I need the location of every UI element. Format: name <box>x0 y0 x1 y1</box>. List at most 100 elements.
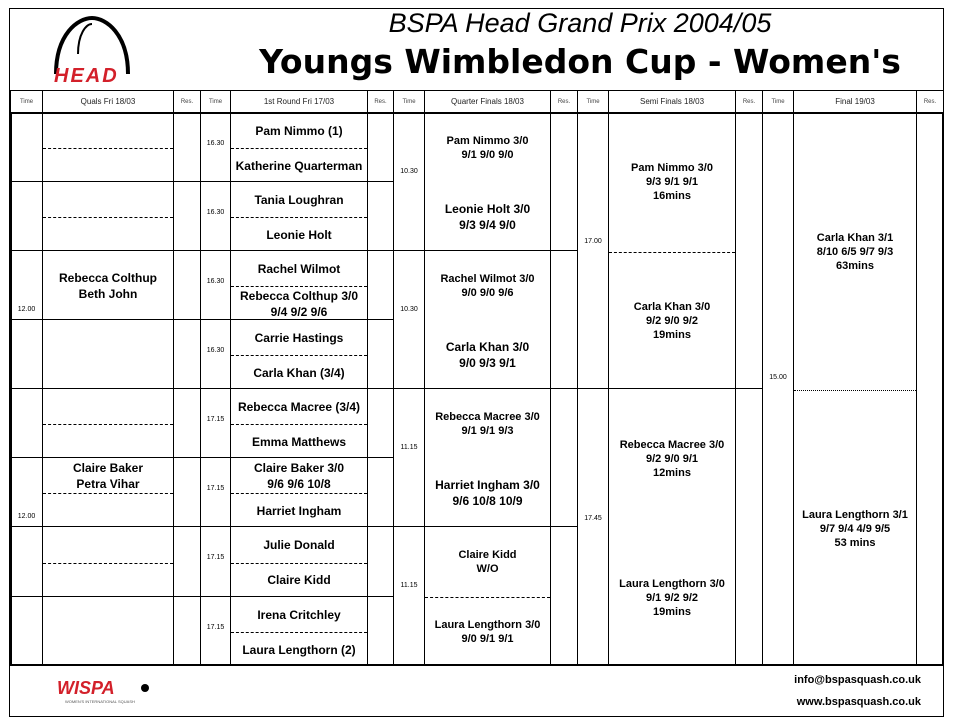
player-entry: Irena Critchley <box>231 597 367 632</box>
player-entry: Rachel Wilmot 3/0 9/0 9/0 9/6 <box>425 251 550 321</box>
match-time: 16.30 <box>206 139 225 147</box>
player-entry <box>43 182 173 217</box>
time-cell <box>10 319 43 389</box>
player-entry <box>43 148 173 183</box>
match-cell: Rachel Wilmot 3/0 9/0 9/0 9/6 Carla Khan 3… <box>424 250 551 389</box>
entry-line: 9/3 9/1 9/1 <box>646 176 698 189</box>
event-title: Youngs Wimbledon Cup - Women's <box>259 42 901 81</box>
column-header: Time <box>200 90 231 113</box>
entry-line: 9/6 9/6 10/8 <box>267 476 331 491</box>
entry-line: Claire Baker 3/0 <box>253 460 345 475</box>
player-entry: Julie Donald <box>231 527 367 563</box>
tournament-title: BSPA Head Grand Prix 2004/05 <box>388 8 772 38</box>
time-cell <box>10 181 43 251</box>
entry-line: Katherine Quarterman <box>235 158 363 173</box>
player-entry: Carla Khan 3/0 9/2 9/0 9/2 19mins <box>609 252 735 391</box>
match-time: 10.30 <box>400 167 418 175</box>
match-time: 17.00 <box>584 238 602 246</box>
result-cell <box>735 388 763 666</box>
player-entry <box>43 493 173 528</box>
time-cell: 16.30 <box>200 319 231 389</box>
match-time: 12.00 <box>17 305 36 313</box>
match-cell: Carla Khan 3/1 8/10 6/5 9/7 9/3 63mins Laur… <box>793 112 917 666</box>
match-time: 17.15 <box>206 484 225 492</box>
match-time: 16.30 <box>206 346 225 354</box>
time-cell: 11.15 <box>393 526 425 666</box>
time-cell: 17.45 <box>577 388 609 666</box>
result-cell <box>550 250 578 389</box>
result-cell <box>173 112 201 182</box>
footer-website[interactable]: www.bspasquash.co.uk <box>796 696 921 708</box>
player-entry: Pam Nimmo 3/0 9/3 9/1 9/1 16mins <box>609 113 735 252</box>
entry-line: Carla Khan 3/1 <box>816 231 894 244</box>
result-cell <box>173 181 201 251</box>
player-entry: Leonie Holt <box>231 217 367 252</box>
time-cell: 12.00 <box>10 250 43 320</box>
column-header: Res. <box>173 90 201 113</box>
match-cell: Pam Nimmo (1) Katherine Quarterman <box>230 112 368 182</box>
entry-line: 9/7 9/4 4/9 9/5 <box>819 522 891 535</box>
match-cell: Pam Nimmo 3/0 9/1 9/0 9/0 Leonie Holt 3/0 9… <box>424 112 551 251</box>
match-cell <box>42 112 174 182</box>
time-cell: 17.15 <box>200 388 231 458</box>
match-cell: Julie Donald Claire Kidd <box>230 526 368 597</box>
time-cell <box>10 596 43 666</box>
svg-text:WISPA: WISPA <box>57 678 115 698</box>
result-cell <box>367 112 394 182</box>
time-cell: 10.30 <box>393 112 425 251</box>
player-entry: Carla Khan 3/0 9/0 9/3 9/1 <box>425 321 550 391</box>
time-cell: 16.30 <box>200 181 231 251</box>
match-time: 12.00 <box>17 512 36 520</box>
entry-line: Rachel Wilmot <box>257 261 341 276</box>
head-logo: HEAD <box>48 14 173 87</box>
entry-line: Pam Nimmo 3/0 <box>631 162 713 175</box>
player-entry: Harriet Ingham <box>231 493 367 528</box>
match-time: 16.30 <box>206 208 225 216</box>
match-cell <box>42 181 174 251</box>
match-cell: Rebecca Macree 3/0 9/1 9/1 9/3 Harriet Ing… <box>424 388 551 527</box>
svg-text:WOMEN'S INTERNATIONAL SQUASH: WOMEN'S INTERNATIONAL SQUASH <box>65 699 135 704</box>
entry-line: 9/2 9/0 9/1 <box>646 452 698 465</box>
player-entry: Emma Matthews <box>231 424 367 459</box>
column-header: Quals Fri 18/03 <box>42 90 174 113</box>
player-entry <box>43 597 173 667</box>
player-entry: Pam Nimmo 3/0 9/1 9/0 9/0 <box>425 113 550 183</box>
time-cell: 17.15 <box>200 457 231 527</box>
player-entry: Carla Khan 3/1 8/10 6/5 9/7 9/3 63mins <box>794 113 916 390</box>
result-cell <box>367 181 394 251</box>
result-cell <box>173 250 201 320</box>
player-entry: Laura Lengthorn 3/0 9/1 9/2 9/2 19mins <box>609 528 735 667</box>
result-cell <box>173 457 201 527</box>
entry-line: Harriet Ingham 3/0 <box>435 478 540 493</box>
match-time: 17.45 <box>584 514 602 522</box>
slot-divider <box>231 632 367 633</box>
entry-line: Rebecca Colthup <box>58 271 157 285</box>
column-header: Time <box>762 90 794 113</box>
time-cell: 16.30 <box>200 112 231 182</box>
match-time: 16.30 <box>206 277 225 285</box>
match-cell: Claire Kidd W/O Laura Lengthorn 3/0 9/0 9/1… <box>424 526 551 666</box>
match-cell <box>42 319 174 389</box>
footer-email[interactable]: info@bspasquash.co.uk <box>794 674 921 686</box>
entry-line: Carla Khan (3/4) <box>253 365 345 380</box>
entry-line: 9/0 9/0 9/6 <box>461 286 514 299</box>
player-entry: Rebecca Macree (3/4) <box>231 389 367 424</box>
time-cell: 17.15 <box>200 596 231 666</box>
time-cell: 15.00 <box>762 112 794 666</box>
result-cell <box>916 112 944 666</box>
player-entry: Carrie Hastings <box>231 320 367 355</box>
time-cell: 17.00 <box>577 112 609 389</box>
slot-divider <box>794 390 916 391</box>
time-cell <box>10 526 43 597</box>
entry-line: 9/0 9/3 9/1 <box>459 356 516 371</box>
player-entry: Rachel Wilmot <box>231 251 367 286</box>
result-cell <box>173 319 201 389</box>
entry-line: 53 mins <box>834 536 876 549</box>
match-cell: Carrie Hastings Carla Khan (3/4) <box>230 319 368 389</box>
slot-divider <box>231 286 367 287</box>
player-entry: Claire Baker 3/0 9/6 9/6 10/8 <box>231 458 367 493</box>
entry-line: 9/1 9/2 9/2 <box>646 591 698 604</box>
entry-line: 9/4 9/2 9/6 <box>270 304 328 319</box>
slot-divider <box>43 562 173 564</box>
result-cell <box>367 319 394 389</box>
